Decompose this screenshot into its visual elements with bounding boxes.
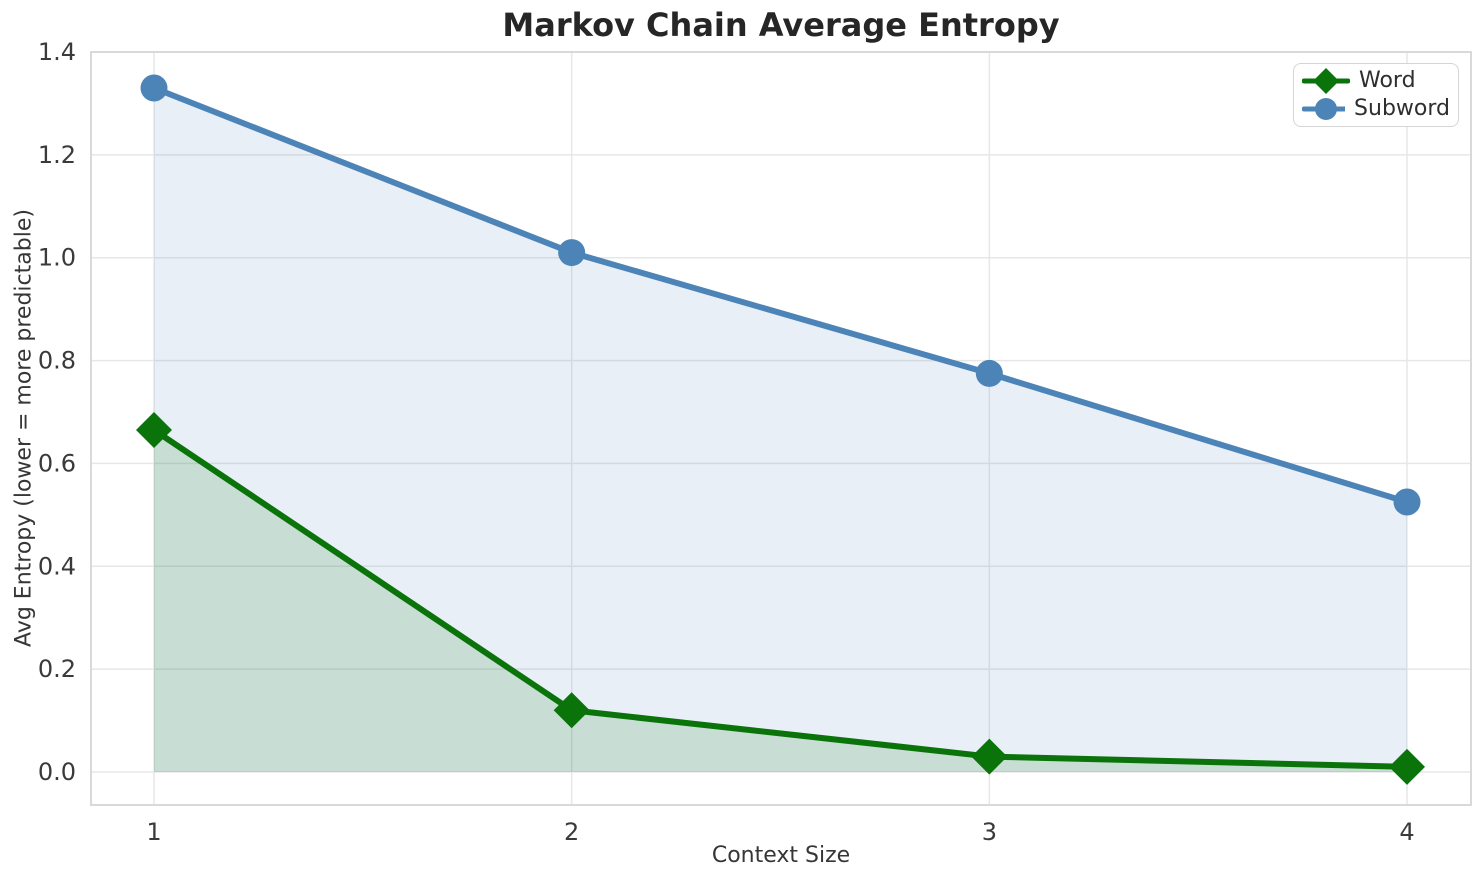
x-tick-label: 4 (1399, 818, 1414, 846)
legend: Word Subword (1293, 63, 1459, 127)
y-tick-label: 0.2 (38, 655, 76, 683)
word-marker (553, 692, 590, 729)
y-tick-label: 0.8 (38, 347, 76, 375)
y-tick-label: 1.2 (38, 141, 76, 169)
word-area-fill (154, 430, 1408, 772)
subword-marker (975, 359, 1003, 387)
y-tick-label: 1.0 (38, 244, 76, 272)
subword-marker (140, 74, 168, 102)
y-tick-label: 0.0 (38, 758, 76, 786)
subword-area-fill (154, 88, 1408, 773)
x-axis-label: Context Size (711, 843, 851, 868)
subword-legend-sample-shape (1315, 98, 1337, 121)
legend-label-word: Word (1359, 67, 1416, 93)
word-marker (971, 738, 1008, 775)
y-tick-label: 1.4 (38, 38, 76, 66)
subword-line (151, 85, 1411, 505)
subword-marker (1393, 488, 1421, 516)
legend-item-word: Word (1302, 67, 1450, 95)
legend-item-subword: Subword (1302, 95, 1450, 123)
word-marker (136, 412, 172, 448)
subword-circle-marker-icon (1302, 98, 1346, 121)
x-tick-label: 2 (564, 818, 579, 846)
plot-border (90, 51, 1472, 806)
x-tick-label: 3 (982, 818, 997, 846)
subword-marker (558, 239, 586, 267)
chart-title: Markov Chain Average Entropy (502, 6, 1060, 44)
word-legend-sample-shape (1313, 67, 1339, 94)
word-marker (1389, 748, 1426, 785)
y-tick-label: 0.6 (38, 449, 76, 477)
y-axis-label: Avg Entropy (lower = more predictable) (11, 209, 37, 647)
word-line (151, 427, 1411, 770)
x-tick-label: 1 (146, 818, 161, 846)
word-diamond-marker-icon (1302, 67, 1350, 94)
legend-label-subword: Subword (1354, 96, 1450, 122)
y-tick-label: 0.4 (38, 552, 76, 580)
